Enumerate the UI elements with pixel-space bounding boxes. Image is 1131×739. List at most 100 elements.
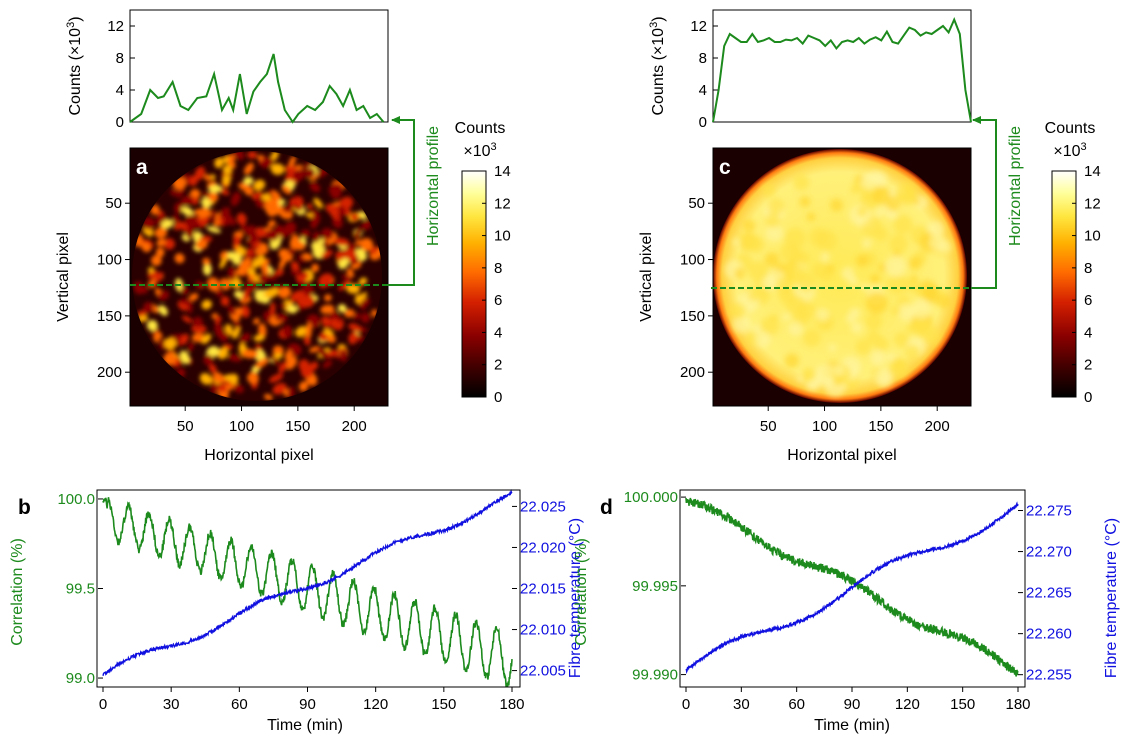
a-speckle-grain — [288, 155, 296, 168]
a-speckle-grain — [321, 249, 333, 259]
a-speckle-grain — [273, 352, 283, 359]
a-speckle-grain — [157, 290, 170, 301]
a-speckle-grain — [309, 209, 320, 226]
c-profile-plot: 0 4 8 12 Counts (×103) — [648, 9, 972, 131]
a-colorbar-ticks: 0 2 4 6 8 10 12 14 — [482, 163, 511, 406]
b-xtick-label-120: 120 — [363, 696, 388, 713]
c-image-ticks: 50 100 150 200 50 100 150 200 — [680, 195, 950, 435]
a-colorbar-tick-label-6: 6 — [494, 292, 502, 309]
c-image-xtick-label-150: 150 — [868, 418, 893, 435]
a-speckle-grain — [154, 271, 164, 283]
a-speckle-grain — [179, 298, 190, 305]
a-speckle-grain — [240, 224, 248, 232]
c-colorbar-tick-label-8: 8 — [1084, 260, 1092, 277]
a-speckle-grain — [254, 358, 269, 369]
a-speckle-grain — [245, 225, 256, 237]
c-image-ytick-label-200: 200 — [680, 364, 705, 381]
c-mottle-spot — [870, 350, 886, 366]
c-mottle-spot — [806, 212, 816, 222]
d-xlabel: Time (min) — [814, 717, 890, 734]
a-speckle-grain — [202, 191, 210, 199]
a-speckle-grain — [289, 198, 298, 206]
a-speckle-grain — [305, 167, 316, 179]
c-image-frame — [712, 147, 972, 407]
c-profile-ylabel-end: ) — [650, 16, 667, 21]
a-image-ticks: 50 100 150 200 50 100 150 200 — [97, 195, 367, 435]
c-mottle-spot — [887, 273, 909, 295]
a-speckle-grain — [239, 333, 251, 344]
c-image-xtick-label-50: 50 — [760, 418, 777, 435]
a-speckle-grain — [326, 334, 336, 344]
c-colorbar-ticks: 0 2 4 6 8 10 12 14 — [1072, 163, 1101, 406]
c-mottle-spot — [848, 276, 859, 287]
panel-d: d 0 30 60 90 120 150 180 99.990 99.995 100.000 22.… — [573, 489, 1120, 734]
d-ylabel-right: Fibre temperature (°C) — [1103, 518, 1120, 678]
a-speckle-grain — [258, 274, 270, 284]
a-speckle-grain — [348, 323, 362, 332]
b-xtick-label-150: 150 — [431, 696, 456, 713]
d-xtick-label-150: 150 — [950, 696, 975, 713]
a-speckle-grain — [208, 184, 222, 193]
a-speckle-grain — [234, 290, 245, 299]
a-speckle-grain — [278, 286, 291, 299]
a-image-plot: 50 100 150 200 50 100 150 200 a Horizontal pixe… — [55, 147, 390, 464]
a-speckle-grain — [295, 326, 308, 338]
c-mottle-spot — [850, 321, 863, 334]
a-speckle-grain — [224, 324, 233, 336]
a-speckle-grain — [233, 384, 244, 393]
a-speckle-grain — [181, 206, 194, 217]
c-colorbar-unit-text: ×10 — [1053, 143, 1080, 160]
b-rtick-label-0: 22.005 — [520, 663, 566, 680]
a-speckle-grain — [360, 312, 371, 323]
a-speckle-grain — [223, 218, 230, 226]
c-image-xtick-label-100: 100 — [812, 418, 837, 435]
c-mottle-spot — [793, 174, 810, 191]
a-speckle-grain — [227, 354, 242, 362]
a-colorbar-title: Counts — [455, 120, 506, 137]
a-speckle-grain — [305, 322, 312, 339]
a-speckle-grain — [210, 174, 216, 181]
a-image-ytick-label-150: 150 — [97, 308, 122, 325]
a-speckle-grain — [181, 315, 193, 324]
a-profile-frame — [129, 9, 389, 123]
c-mottle-spot — [742, 219, 756, 232]
a-speckle-grain — [187, 299, 193, 314]
a-speckle-grain — [306, 203, 313, 210]
c-mottle-spot — [869, 273, 881, 285]
c-colorbar-tick-label-4: 4 — [1084, 324, 1092, 341]
a-speckle-grain — [292, 169, 306, 181]
a-speckle-grain — [219, 188, 230, 196]
b-ltick-label-2: 100.0 — [57, 491, 95, 508]
a-speckle-grain — [221, 174, 231, 185]
d-axis-ticks: 0 30 60 90 120 150 180 99.990 99.995 100.000 22.25… — [624, 489, 1072, 713]
c-mottle-spot — [828, 343, 837, 352]
c-mottle-spot — [765, 213, 781, 228]
b-xtick-label-0: 0 — [99, 696, 107, 713]
a-speckle-grain — [156, 238, 166, 247]
c-colorbar-tick-label-6: 6 — [1084, 292, 1092, 309]
c-mottle-spot — [802, 329, 821, 347]
a-speckle-grain — [247, 151, 258, 159]
a-speckle-grain — [338, 258, 350, 270]
c-mottle-spot — [862, 238, 872, 249]
c-mottle-spot — [748, 292, 758, 302]
d-rtick-label-2: 22.265 — [1026, 585, 1072, 602]
a-speckle-grain — [164, 337, 177, 350]
a-speckle-grain — [204, 174, 211, 182]
a-speckle-grain — [275, 313, 283, 322]
c-colorbar-tick-label-10: 10 — [1084, 228, 1101, 245]
a-speckle-grain — [147, 266, 155, 274]
c-mottle-spot — [848, 307, 861, 320]
c-profile-ytick-label-4: 4 — [699, 82, 707, 99]
d-ltick-label-0: 99.990 — [632, 667, 678, 684]
d-correlation-series — [685, 497, 1019, 677]
c-mottle-spot — [850, 185, 860, 195]
c-xlabel: Horizontal pixel — [787, 447, 896, 464]
a-speckle-grain — [137, 310, 147, 317]
c-profile-yticks: 0 4 8 12 — [690, 18, 718, 131]
c-image-ytick-label-150: 150 — [680, 308, 705, 325]
a-speckle-grain — [203, 354, 214, 366]
c-mottle-spot — [761, 276, 775, 290]
a-speckle-grain — [269, 354, 280, 366]
